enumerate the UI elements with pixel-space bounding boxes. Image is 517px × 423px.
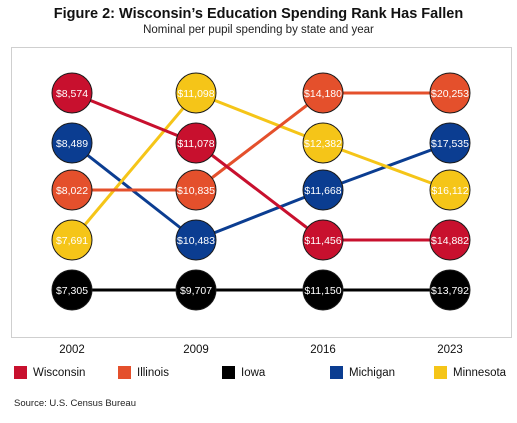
data-label-minnesota-2002: $7,691: [56, 235, 88, 247]
chart-legend: Wisconsin Illinois Iowa Michigan Minnesota: [14, 366, 514, 384]
legend-label-illinois: Illinois: [137, 366, 169, 379]
data-label-illinois-2023: $20,253: [431, 88, 469, 100]
legend-label-minnesota: Minnesota: [453, 366, 507, 379]
legend-swatch-iowa: [222, 366, 235, 379]
data-point-illinois-2016: [302, 72, 344, 114]
data-point-minnesota-2023: [429, 169, 471, 211]
legend-swatch-wisconsin: [14, 366, 27, 379]
data-point-illinois-2023: [429, 72, 471, 114]
chart-title: Figure 2: Wisconsin’s Education Spending…: [53, 6, 464, 22]
data-point-wisconsin-2002: [51, 72, 93, 114]
data-point-illinois-2002: [51, 169, 93, 211]
legend-item-wisconsin: Wisconsin: [14, 366, 85, 379]
series-line-minnesota: [70, 91, 451, 241]
data-label-minnesota-2009: $11,098: [177, 88, 214, 100]
legend-swatch-illinois: [118, 366, 131, 379]
data-label-illinois-2016: $14,180: [304, 88, 342, 100]
data-label-michigan-2016: $11,668: [304, 185, 341, 197]
data-point-michigan-2009: [175, 219, 217, 261]
x-tick-label-2023: 2023: [437, 344, 463, 356]
series-line-illinois: [72, 91, 450, 192]
x-tick-label-2009: 2009: [183, 344, 209, 356]
data-point-michigan-2016: [302, 169, 344, 211]
legend-label-wisconsin: Wisconsin: [33, 366, 86, 379]
data-point-minnesota-2002: [51, 219, 93, 261]
data-label-michigan-2009: $10,483: [177, 235, 215, 247]
legend-item-michigan: Michigan: [330, 366, 395, 379]
data-point-wisconsin-2009: [175, 122, 217, 164]
data-point-iowa-2016: [302, 269, 344, 311]
data-point-minnesota-2016: [302, 122, 344, 164]
data-point-illinois-2009: [175, 169, 217, 211]
series-line-wisconsin: [71, 91, 450, 242]
data-point-iowa-2009: [175, 269, 217, 311]
chart-subtitle: Nominal per pupil spending by state and …: [143, 24, 374, 36]
data-label-wisconsin-2023: $14,882: [431, 235, 469, 247]
data-label-iowa-2016: $11,150: [304, 285, 341, 297]
data-label-michigan-2002: $8,489: [56, 138, 88, 150]
data-label-wisconsin-2009: $11,078: [177, 138, 214, 150]
data-label-michigan-2023: $17,535: [431, 138, 469, 150]
x-tick-label-2016: 2016: [310, 344, 336, 356]
data-point-minnesota-2009: [175, 72, 217, 114]
data-point-iowa-2002: [51, 269, 93, 311]
legend-swatch-michigan: [330, 366, 343, 379]
data-label-iowa-2023: $13,792: [431, 285, 469, 297]
legend-item-minnesota: Minnesota: [434, 366, 506, 379]
data-point-wisconsin-2016: [302, 219, 344, 261]
data-label-iowa-2002: $7,305: [56, 285, 88, 297]
data-label-iowa-2009: $9,707: [180, 285, 212, 297]
legend-item-illinois: Illinois: [118, 366, 169, 379]
data-label-minnesota-2016: $12,382: [304, 138, 342, 150]
data-point-wisconsin-2023: [429, 219, 471, 261]
data-label-wisconsin-2016: $11,456: [304, 235, 341, 247]
data-point-iowa-2023: [429, 269, 471, 311]
source-note: Source: U.S. Census Bureau: [14, 398, 136, 409]
data-label-minnesota-2023: $16,112: [431, 185, 468, 197]
data-label-illinois-2002: $8,022: [56, 185, 88, 197]
data-label-illinois-2009: $10,835: [177, 185, 215, 197]
data-label-wisconsin-2002: $8,574: [56, 88, 88, 100]
legend-swatch-minnesota: [434, 366, 447, 379]
x-tick-label-2002: 2002: [59, 344, 85, 356]
legend-item-iowa: Iowa: [222, 366, 265, 379]
legend-label-iowa: Iowa: [241, 366, 266, 379]
legend-label-michigan: Michigan: [349, 366, 396, 379]
plot-frame: [11, 47, 512, 338]
data-point-michigan-2023: [429, 122, 471, 164]
data-point-michigan-2002: [51, 122, 93, 164]
